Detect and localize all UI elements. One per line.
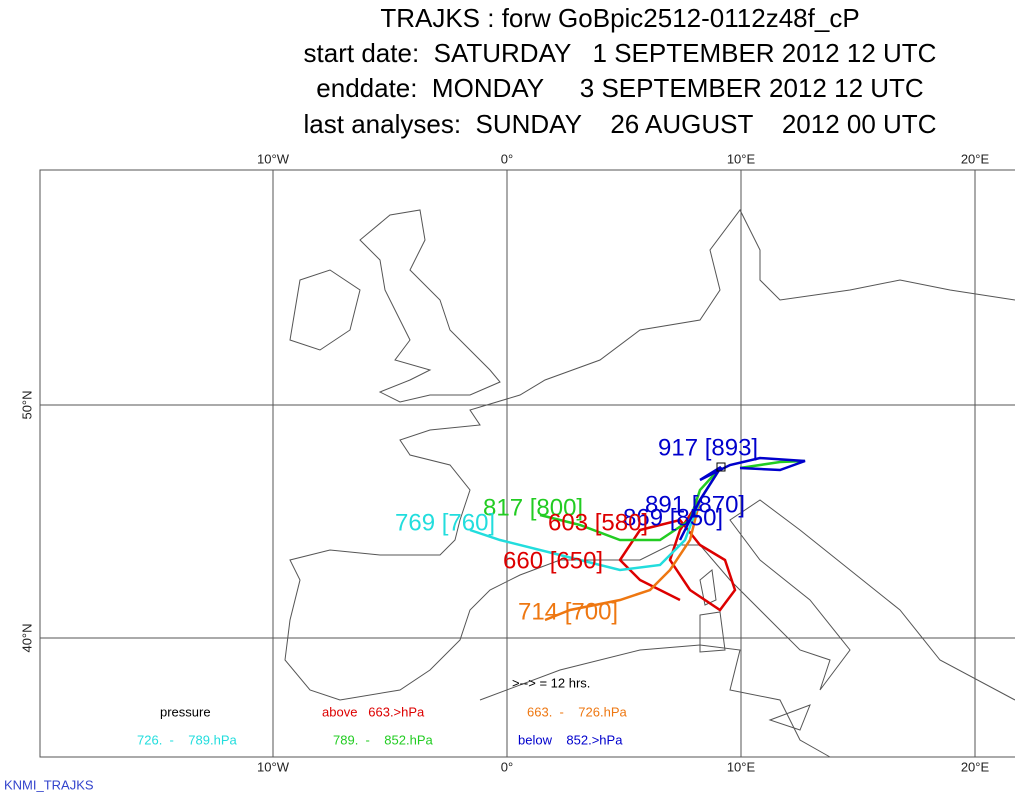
legend-item: below 852.>hPa [518,732,623,747]
trajectory-label: 660 [650] [503,547,603,574]
footer: KNMI_TRAJKS [4,777,94,792]
coastline [699,569,811,731]
trajectory [544,466,723,622]
lon-label: 10°E [727,151,756,166]
lat-label: 50°N [19,390,34,419]
lon-label: 20°E [961,759,990,774]
trajectory [678,456,806,541]
trajectories [469,456,806,622]
legend-item: 789. - 852.hPa [333,732,434,747]
trajectory-label: 769 [760] [395,509,495,536]
start-marker [716,462,726,472]
lon-label: 0° [501,151,513,166]
coastline [479,644,831,758]
trajectory-labels: 917 [893] 891 [870]869 [850] 817 [800]769 … [395,434,758,625]
lon-label: 10°W [257,151,290,166]
trajectory-label: 869 [850] [623,504,723,531]
graticule [40,170,1015,757]
lon-label: 20°E [961,151,990,166]
trajectory-label: 603 [580] [548,509,648,536]
lat-label: 40°N [19,623,34,652]
coastlines [284,209,1015,758]
header: TRAJKS : forw GoBpic2512-0112z48f_cP sta… [304,3,937,139]
coastline [359,209,501,403]
lon-label: 0° [501,759,513,774]
trajectory-label: 891 [870] [645,491,745,518]
subtitle: last analyses: SUNDAY 26 AUGUST 2012 00 … [304,109,937,139]
trajectory [618,466,737,612]
legend-item: above 663.>hPa [322,704,425,719]
trajectory-label: 714 [700] [518,598,618,625]
map-frame [39,169,1015,758]
legend-item: 726. - 789.hPa [137,732,238,747]
time-step-note: >--> = 12 hrs. [512,675,590,690]
legend-title: pressure [160,704,211,719]
axis-labels: 10°W 10°W 0° 0° 10°E 10°E 20°E 20°E 50°N 40°N [19,151,989,774]
title: TRAJKS : forw GoBpic2512-0112z48f_cP [380,3,859,33]
legend-item: 663. - 726.hPa [527,704,628,719]
legend: >--> = 12 hrs. pressure above 663.>hPa 663.… [137,675,628,747]
trajectory-label: 817 [800] [483,494,583,521]
subtitle: enddate: MONDAY 3 SEPTEMBER 2012 12 UTC [316,73,923,103]
trajectory-label: 917 [893] [658,434,758,461]
lon-label: 10°W [257,759,290,774]
coastline [284,209,1015,701]
coastline [289,269,361,351]
subtitle: start date: SATURDAY 1 SEPTEMBER 2012 12… [304,38,937,68]
lon-label: 10°E [727,759,756,774]
